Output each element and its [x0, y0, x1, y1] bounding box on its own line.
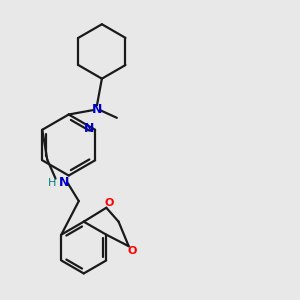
Text: H: H — [48, 178, 56, 188]
Text: O: O — [105, 198, 114, 208]
Text: N: N — [92, 103, 102, 116]
Text: N: N — [59, 176, 69, 189]
Text: O: O — [128, 245, 137, 256]
Text: N: N — [84, 122, 94, 135]
